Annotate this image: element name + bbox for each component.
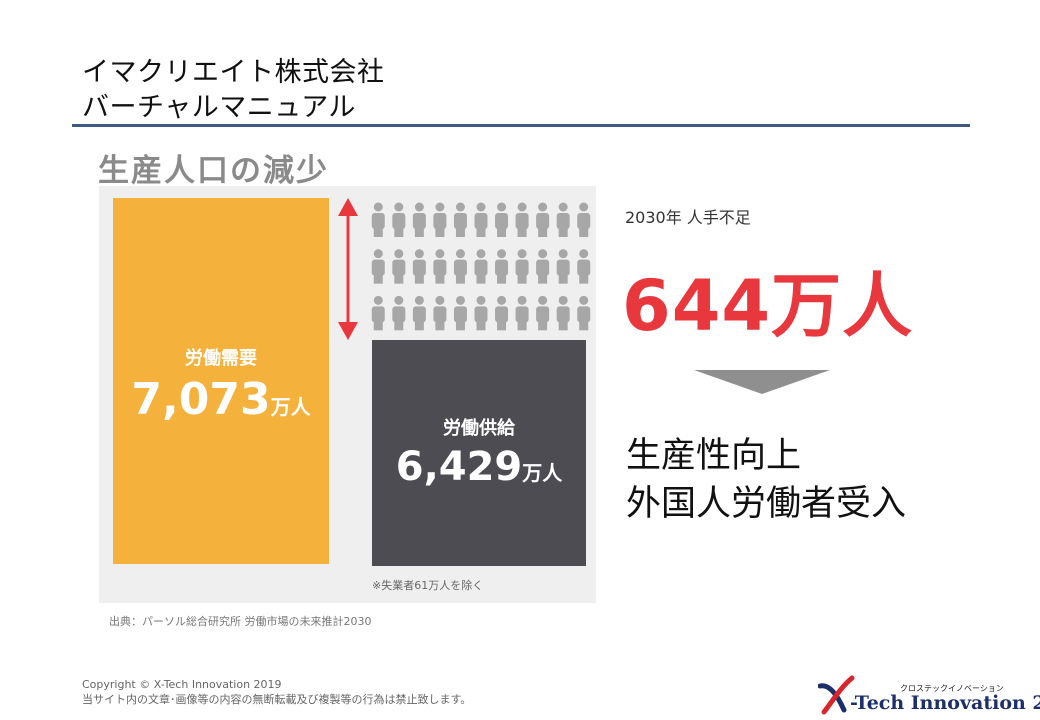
logo-kana: クロステックイノベーション [900,684,1004,693]
person-icon [474,295,488,331]
labor-demand-label: 労働需要 [185,348,257,369]
person-icon [495,249,509,284]
labor-demand-number: 7,073 [131,374,271,425]
person-icon [556,295,570,331]
person-icon [577,249,591,284]
shortage-year-label: 2030年 人手不足 [625,208,751,227]
person-icon [474,249,488,284]
labor-supply-number: 6,429 [395,444,523,490]
labor-supply-label: 労働供給 [443,418,515,439]
person-icon [392,295,406,331]
labor-supply-unit: 万人 [522,461,563,485]
person-icon [371,202,385,237]
labor-supply-box: 労働供給 6,429万人 [372,340,586,566]
down-arrow-icon [694,370,830,394]
page-title-line2: バーチャルマニュアル [82,92,356,123]
person-icon [453,295,467,331]
person-icon [495,202,509,237]
person-icon [453,249,467,284]
person-icon [495,295,509,331]
person-icon [577,295,591,331]
labor-demand-box: 労働需要 7,073万人 [113,198,329,564]
labor-demand-unit: 万人 [270,395,311,419]
page-title-line1: イマクリエイト株式会社 [82,57,385,88]
people-icons-grid [371,202,591,331]
labor-demand-value: 7,073万人 [113,374,329,425]
unemployed-note: ※失業者61万人を除く [372,579,484,592]
person-icon [371,249,385,284]
result-productivity: 生産性向上 [626,436,802,476]
section-title: 生産人口の減少 [98,153,329,189]
person-icon [515,249,529,284]
person-icon [556,249,570,284]
copyright-notice: 当サイト内の文章･画像等の内容の無断転載及び複製等の行為は禁止致します。 [82,693,472,706]
person-icon [536,295,550,331]
person-icon [412,249,426,284]
person-icon [577,202,591,237]
copyright-text: Copyright © X-Tech Innovation 2019 [82,678,282,691]
person-icon [371,295,385,331]
person-icon [556,202,570,237]
person-icon [412,202,426,237]
person-icon [412,295,426,331]
logo-text: -Tech Innovation 2019 [850,692,1040,714]
gap-arrow-icon [338,198,358,340]
person-icon [433,202,447,237]
person-icon [536,202,550,237]
person-icon [433,249,447,284]
xtech-logo-icon [818,675,855,715]
person-icon [392,249,406,284]
person-icon [515,295,529,331]
person-icon [453,202,467,237]
person-icon [474,202,488,237]
person-icon [536,249,550,284]
person-icon [433,295,447,331]
source-citation: 出典：パーソル総合研究所 労働市場の未来推計2030 [109,615,372,628]
person-icon [515,202,529,237]
labor-supply-value: 6,429万人 [372,444,586,490]
shortage-value: 644万人 [622,265,914,347]
person-icon [392,202,406,237]
result-foreign-workers: 外国人労働者受入 [626,484,907,524]
header-divider [72,124,970,127]
